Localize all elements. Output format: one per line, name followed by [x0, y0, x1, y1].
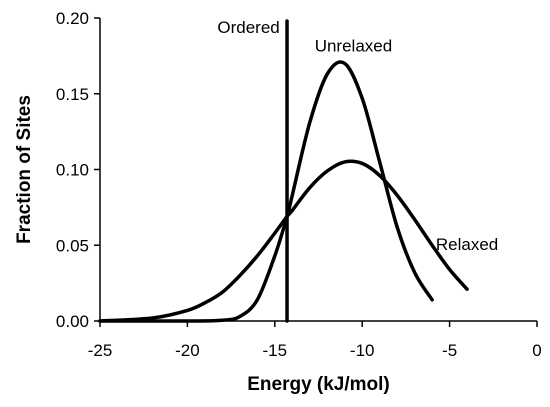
y-axis-title: Fraction of Sites	[14, 95, 35, 244]
label-ordered: Ordered	[217, 18, 279, 37]
labels: Ordered Unrelaxed Relaxed	[217, 18, 498, 254]
series-group	[98, 19, 469, 323]
x-axis-title: Energy (kJ/mol)	[247, 374, 390, 395]
series-line-unrelaxed	[98, 60, 434, 323]
x-tick-label: -20	[175, 341, 200, 360]
y-tick-label: 0.05	[56, 236, 89, 255]
axes: 0.00 0.05 0.10 0.15 0.20 -25 -20 -15 -10 -5 0 Energ…	[14, 9, 542, 395]
x-tick-label: -10	[350, 341, 375, 360]
x-tick-label: -15	[263, 341, 288, 360]
x-tick-label: 0	[532, 341, 541, 360]
y-tick-label: 0.10	[56, 161, 89, 180]
y-tick-label: 0.00	[56, 312, 89, 331]
y-tick-label: 0.15	[56, 85, 89, 104]
x-tick-label: -5	[442, 341, 457, 360]
x-tick-label: -25	[88, 341, 113, 360]
y-tick-label: 0.20	[56, 9, 89, 28]
series-line-relaxed	[98, 159, 469, 323]
label-unrelaxed: Unrelaxed	[315, 36, 393, 55]
label-relaxed: Relaxed	[436, 235, 498, 254]
